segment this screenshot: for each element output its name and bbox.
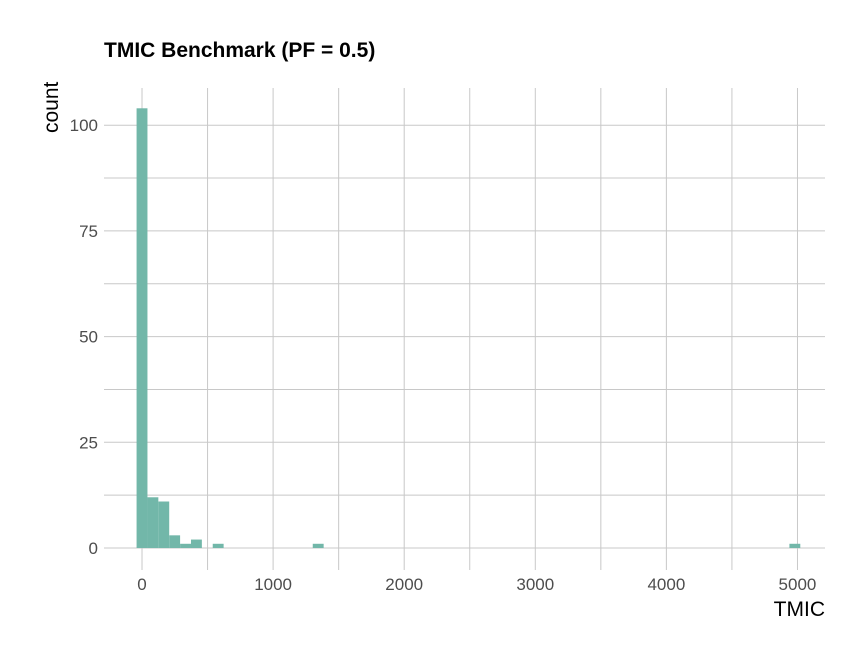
y-axis-tick-labels: 0 25 50 75 100 <box>70 116 98 558</box>
histogram-bar <box>169 535 181 549</box>
y-tick-label: 25 <box>79 433 98 452</box>
x-tick-label: 5000 <box>779 575 817 594</box>
histogram-bar <box>180 543 191 549</box>
x-tick-label: 0 <box>137 575 146 594</box>
histogram-bar <box>789 543 801 549</box>
y-tick-label: 100 <box>70 116 98 135</box>
x-tick-label: 1000 <box>254 575 292 594</box>
histogram-bar <box>190 539 202 549</box>
histogram-bar <box>212 543 224 549</box>
chart-title: TMIC Benchmark (PF = 0.5) <box>104 39 375 62</box>
y-tick-label: 75 <box>79 222 98 241</box>
y-axis-title: count <box>40 81 63 133</box>
x-axis-title: TMIC <box>774 598 825 621</box>
histogram-bar <box>147 497 159 549</box>
y-tick-label: 0 <box>89 539 98 558</box>
x-tick-label: 3000 <box>516 575 554 594</box>
y-tick-label: 50 <box>79 328 98 347</box>
grid-lines <box>104 88 825 570</box>
x-axis-tick-labels: 0 1000 2000 3000 4000 5000 <box>137 575 816 594</box>
x-tick-label: 4000 <box>647 575 685 594</box>
histogram-bar <box>312 543 324 549</box>
histogram-bars <box>136 108 801 549</box>
histogram-bar <box>136 108 148 549</box>
x-tick-label: 2000 <box>385 575 423 594</box>
histogram-bar <box>158 501 170 549</box>
